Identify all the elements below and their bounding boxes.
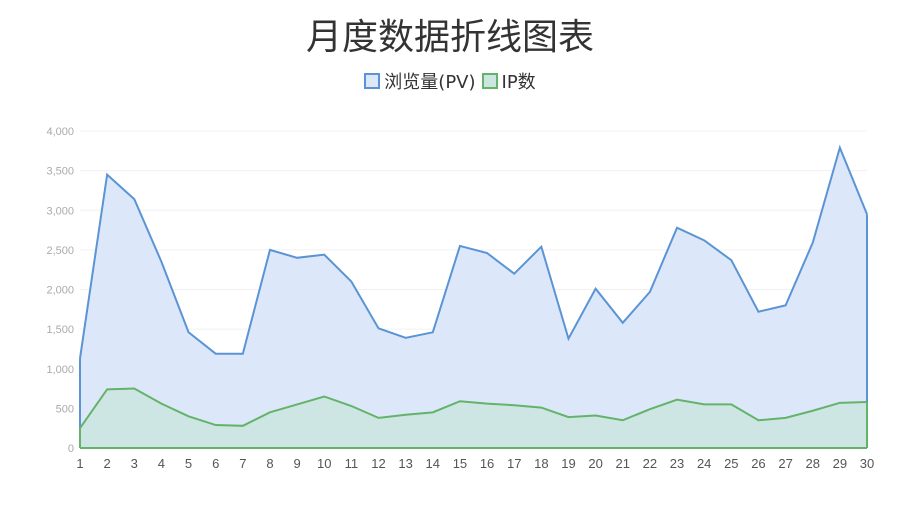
x-tick-label: 24: [697, 456, 711, 471]
y-tick-label: 3,000: [46, 205, 74, 217]
y-tick-label: 4,000: [46, 126, 74, 138]
x-tick-label: 28: [805, 456, 819, 471]
y-tick-label: 3,500: [46, 166, 74, 178]
x-tick-label: 17: [507, 456, 521, 471]
x-tick-label: 7: [239, 456, 246, 471]
y-tick-label: 500: [56, 403, 74, 415]
legend-swatch-ip: [481, 73, 498, 89]
x-tick-label: 23: [670, 456, 684, 471]
x-tick-label: 18: [534, 456, 548, 471]
x-tick-label: 2: [104, 456, 111, 471]
x-tick-label: 5: [185, 456, 192, 471]
y-tick-label: 2,500: [46, 245, 74, 257]
x-tick-label: 13: [398, 456, 412, 471]
x-tick-label: 10: [317, 456, 331, 471]
legend-item-ip[interactable]: IP数: [481, 68, 536, 94]
x-tick-label: 8: [266, 456, 273, 471]
area-ip: [80, 388, 867, 448]
x-tick-label: 22: [643, 456, 657, 471]
y-tick-label: 2,000: [46, 285, 74, 297]
x-tick-label: 6: [212, 456, 219, 471]
x-tick-label: 11: [345, 456, 359, 471]
area-pv: [80, 147, 867, 448]
x-tick-label: 12: [371, 456, 385, 471]
x-tick-label: 25: [724, 456, 738, 471]
y-tick-label: 1,500: [46, 324, 74, 336]
x-tick-label: 1: [76, 456, 83, 471]
x-tick-label: 15: [453, 456, 467, 471]
x-tick-label: 4: [158, 456, 165, 471]
line-ip: [79, 387, 868, 429]
x-tick-label: 26: [751, 456, 765, 471]
y-tick-label: 1,000: [46, 364, 74, 376]
x-tick-label: 29: [833, 456, 847, 471]
x-tick-label: 16: [480, 456, 494, 471]
x-tick-label: 30: [860, 456, 874, 471]
legend-swatch-pv: [364, 73, 381, 89]
legend-item-pv[interactable]: 浏览量(PV): [364, 68, 476, 94]
chart-title: 月度数据折线图表: [305, 17, 594, 58]
x-tick-label: 21: [616, 456, 630, 471]
x-tick-label: 14: [426, 456, 440, 471]
x-tick-label: 19: [561, 456, 575, 471]
x-tick-label: 20: [588, 456, 602, 471]
x-tick-label: 27: [778, 456, 792, 471]
y-tick-label: 0: [68, 443, 74, 455]
legend-label-ip: IP数: [501, 72, 536, 93]
x-tick-label: 3: [131, 456, 138, 471]
legend-label-pv: 浏览量(PV): [384, 72, 476, 93]
line-pv: [79, 144, 868, 359]
x-tick-label: 9: [293, 456, 300, 471]
legend: 浏览量(PV) IP数: [0, 68, 900, 94]
